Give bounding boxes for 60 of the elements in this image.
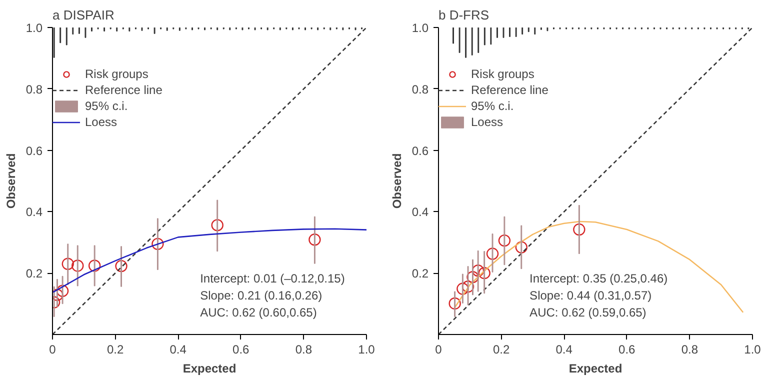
point	[466, 271, 479, 284]
x-tick-label: 0.8	[681, 342, 698, 356]
point	[308, 234, 321, 246]
legend-label: Reference line	[471, 83, 548, 97]
point	[72, 260, 84, 272]
x-tick-label: 0.4	[170, 342, 187, 356]
y-tick-label: 0.8	[26, 82, 43, 96]
annotation: AUC: 0.62 (0.60,0.65)	[200, 305, 317, 320]
point	[478, 267, 490, 280]
legend-label: Loess	[471, 115, 504, 129]
point	[472, 264, 484, 277]
y-tick-label: 0.4	[26, 205, 43, 220]
x-tick-label: 0.2	[492, 342, 510, 356]
x-tick-label: 0.6	[618, 342, 636, 356]
annotation: Intercept: 0.35 (0.25,0.46)	[530, 272, 668, 286]
x-tick-label: 0.8	[295, 342, 312, 356]
x-tick-label: 1.0	[744, 342, 762, 356]
legend-label: Reference line	[85, 83, 162, 97]
point	[56, 284, 69, 297]
x-axis-title: Expected	[182, 362, 236, 376]
x-tick-label: 0.4	[556, 342, 573, 356]
point	[115, 260, 128, 272]
legend-label: Risk groups	[471, 67, 534, 81]
point	[62, 258, 74, 270]
point	[486, 248, 499, 260]
y-tick-label: 0.6	[412, 144, 429, 158]
annotation: Intercept: 0.01 (–0.12,0.15)	[200, 272, 345, 286]
y-tick-label: 1.0	[412, 21, 429, 35]
point	[462, 280, 474, 293]
legend-label: Loess	[85, 115, 118, 129]
x-tick-label: 0	[435, 342, 442, 356]
chart-title: b D-FRS	[438, 8, 490, 22]
y-tick-label: 0.8	[412, 82, 429, 96]
x-tick-label: 0	[49, 342, 56, 356]
chart-title: a DISPAIR	[52, 8, 114, 22]
x-axis-title: Expected	[568, 362, 622, 376]
point	[52, 288, 64, 301]
y-tick-label: 0.2	[26, 266, 43, 281]
legend-label: 95% c.i.	[85, 99, 128, 113]
y-tick-label: 1.0	[26, 21, 43, 35]
annotation: AUC: 0.62 (0.59,0.65)	[530, 305, 646, 320]
legend-label: 95% c.i.	[471, 99, 514, 113]
y-axis-title: Observed	[4, 153, 18, 209]
x-tick-label: 0.6	[232, 342, 250, 356]
point	[573, 223, 586, 236]
x-tick-label: 0.2	[106, 342, 124, 356]
y-tick-label: 0.4	[412, 205, 429, 220]
y-tick-label: 0.6	[26, 144, 43, 158]
point	[88, 260, 101, 272]
point	[515, 241, 528, 254]
point	[211, 219, 224, 232]
legend-label: Risk groups	[85, 67, 148, 81]
annotation: Slope: 0.21 (0.16,0.26)	[200, 288, 322, 302]
point	[448, 297, 461, 310]
annotation: Slope: 0.44 (0.31,0.57)	[530, 288, 652, 302]
x-tick-label: 1.0	[358, 342, 376, 356]
point	[498, 234, 511, 247]
y-tick-label: 0.2	[412, 266, 429, 281]
point	[152, 238, 164, 250]
y-axis-title: Observed	[390, 153, 404, 209]
